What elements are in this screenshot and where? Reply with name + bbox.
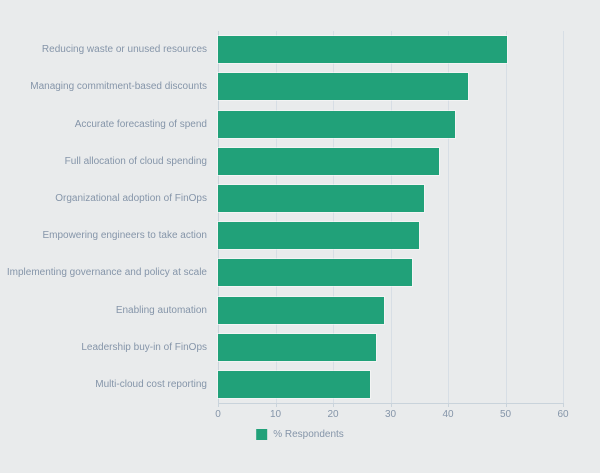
bar-row [218,366,563,403]
category-label: Accurate forecasting of spend [74,118,207,130]
bar[interactable] [218,110,456,138]
tick-label-x-30: 30 [384,409,397,420]
tick-label-x-50: 50 [499,409,512,420]
tick-mark-x-0 [218,403,219,407]
bar[interactable] [218,296,385,324]
legend-item-respondents[interactable]: % Respondents [256,429,344,440]
bar-row [218,329,563,366]
tick-label-x-10: 10 [269,409,282,420]
bar-row [218,68,563,105]
category-label: Enabling automation [115,304,207,316]
category-label: Reducing waste or unused resources [41,44,207,56]
tick-label-x-40: 40 [442,409,454,420]
bar[interactable] [218,370,371,398]
tick-label-x-0: 0 [215,409,221,420]
tick-mark-x-30 [390,403,392,407]
gridline-x-40 [448,31,449,403]
tick-mark-x-50 [505,403,507,407]
tick-label-x-20: 20 [327,409,339,420]
category-label: Managing commitment-based discounts [30,81,207,93]
bar-row [218,217,563,254]
x-axis-ticks: 0 10 20 30 40 50 60 [215,403,569,423]
legend-label: % Respondents [273,429,344,440]
bars-container [218,31,563,403]
bar[interactable] [218,259,412,287]
bar-row [218,143,563,180]
bar-row [218,105,563,142]
bar[interactable] [218,333,377,361]
category-label: Leadership buy-in of FinOps [81,341,207,353]
legend-swatch-icon [256,429,268,440]
bar[interactable] [218,184,424,212]
gridline-x-30 [390,31,392,403]
y-axis-line [218,31,219,403]
category-label: Empowering engineers to take action [42,230,207,242]
gridline-x-10 [275,31,277,403]
bar-row [218,291,563,328]
category-axis-labels: Reducing waste or unused resources Managi… [0,31,207,403]
category-label: Multi-cloud cost reporting [95,378,207,390]
bar[interactable] [218,73,468,101]
gridline-x-60 [563,31,564,403]
bar[interactable] [218,222,420,250]
category-label: Full allocation of cloud spending [64,155,207,167]
tick-label-x-60: 60 [557,409,569,420]
bar-row [218,254,563,291]
tick-mark-x-60 [563,403,564,407]
tick-mark-x-40 [448,403,449,407]
gridline-x-20 [333,31,334,403]
bar[interactable] [218,147,440,175]
bar[interactable] [218,36,508,64]
tick-mark-x-10 [275,403,277,407]
plot-area [218,31,564,403]
bar-row [218,180,563,217]
gridline-x-50 [505,31,507,403]
bar-row [218,31,563,68]
category-label: Implementing governance and policy at sc… [6,267,207,279]
category-label: Organizational adoption of FinOps [55,192,207,204]
tick-mark-x-20 [333,403,334,407]
